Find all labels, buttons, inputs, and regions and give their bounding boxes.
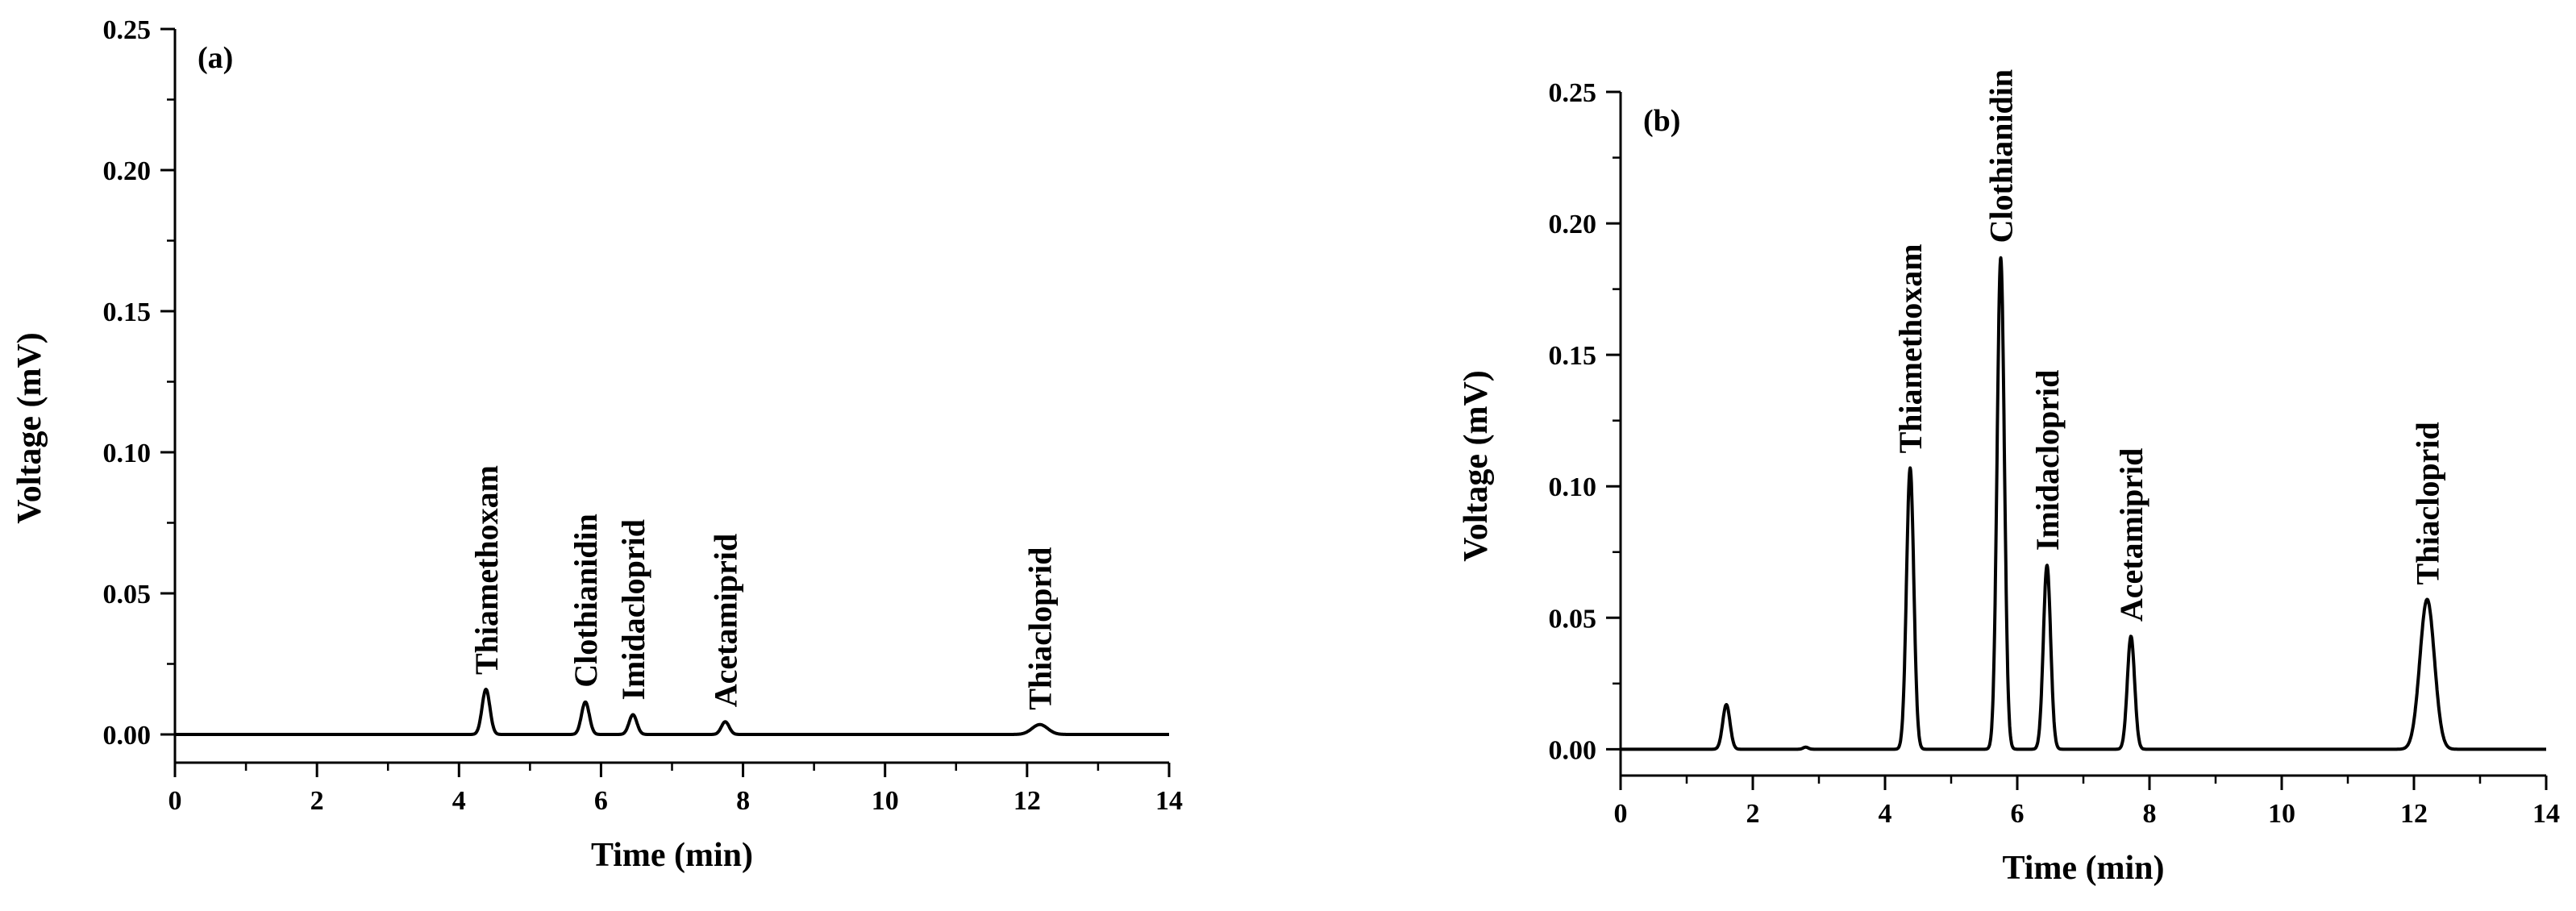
x-tick-label: 0 xyxy=(1614,799,1628,829)
peak-label-clothianidin: Clothianidin xyxy=(568,514,604,688)
peak-label-thiamethoxam: Thiamethoxam xyxy=(468,465,505,675)
x-tick-label: 6 xyxy=(594,786,608,816)
x-tick-label: 14 xyxy=(2532,799,2560,829)
x-tick-label: 12 xyxy=(2400,799,2428,829)
peak-label-acetamiprid: Acetamiprid xyxy=(708,534,744,708)
signal-trace xyxy=(1619,256,2548,751)
y-tick-label: 0.25 xyxy=(103,15,152,45)
panel-b: 0 2 4 6 8 10 12 14 0.00 0.05 0.10 0.15 0.20 0.25 Time … xyxy=(1458,69,2560,887)
x-tick-label: 10 xyxy=(2268,799,2295,829)
y-axis-title: Voltage (mV) xyxy=(11,332,48,524)
x-tick-label: 12 xyxy=(1013,786,1041,816)
y-tick-label: 0.25 xyxy=(1549,78,1597,108)
peak-label-acetamiprid: Acetamiprid xyxy=(2113,448,2149,622)
x-tick-label: 10 xyxy=(872,786,899,816)
y-tick-label: 0.05 xyxy=(103,580,152,609)
x-tick-label: 2 xyxy=(310,786,324,816)
y-tick-label: 0.15 xyxy=(103,297,152,327)
peak-label-thiacloprid: Thiacloprid xyxy=(1022,547,1059,709)
x-tick-label: 4 xyxy=(452,786,466,816)
y-tick-label: 0.05 xyxy=(1549,604,1597,634)
panel-label: (b) xyxy=(1643,104,1680,138)
y-tick-label: 0.00 xyxy=(1549,735,1597,765)
signal-trace xyxy=(173,688,1171,736)
x-tick-label: 8 xyxy=(736,786,750,816)
x-axis-title: Time (min) xyxy=(591,837,753,874)
x-tick-label: 0 xyxy=(169,786,182,816)
peak-label-imidacloprid: Imidacloprid xyxy=(615,519,651,700)
peak-label-thiacloprid: Thiacloprid xyxy=(2409,422,2445,584)
x-tick-label: 6 xyxy=(2011,799,2025,829)
y-tick-label: 0.20 xyxy=(103,156,152,186)
x-tick-label: 14 xyxy=(1155,786,1183,816)
y-tick-label: 0.20 xyxy=(1549,210,1597,239)
y-tick-label: 0.00 xyxy=(103,721,152,751)
panel-label: (a) xyxy=(198,41,233,75)
peak-label-thiamethoxam: Thiamethoxam xyxy=(1892,243,1929,453)
y-tick-label: 0.15 xyxy=(1549,341,1597,371)
y-axis-title: Voltage (mV) xyxy=(1458,370,1495,562)
x-tick-label: 2 xyxy=(1746,799,1760,829)
x-tick-label: 4 xyxy=(1879,799,1892,829)
panel-a: 0 2 4 6 8 10 12 14 0.00 0.05 0.10 0.15 0.20 0.25 Time … xyxy=(11,15,1183,874)
y-tick-label: 0.10 xyxy=(1549,472,1597,502)
x-axis-title: Time (min) xyxy=(2002,850,2164,887)
y-tick-label: 0.10 xyxy=(103,439,152,468)
peak-label-clothianidin: Clothianidin xyxy=(1983,69,2020,243)
peak-label-imidacloprid: Imidacloprid xyxy=(2029,370,2066,551)
x-tick-label: 8 xyxy=(2143,799,2157,829)
